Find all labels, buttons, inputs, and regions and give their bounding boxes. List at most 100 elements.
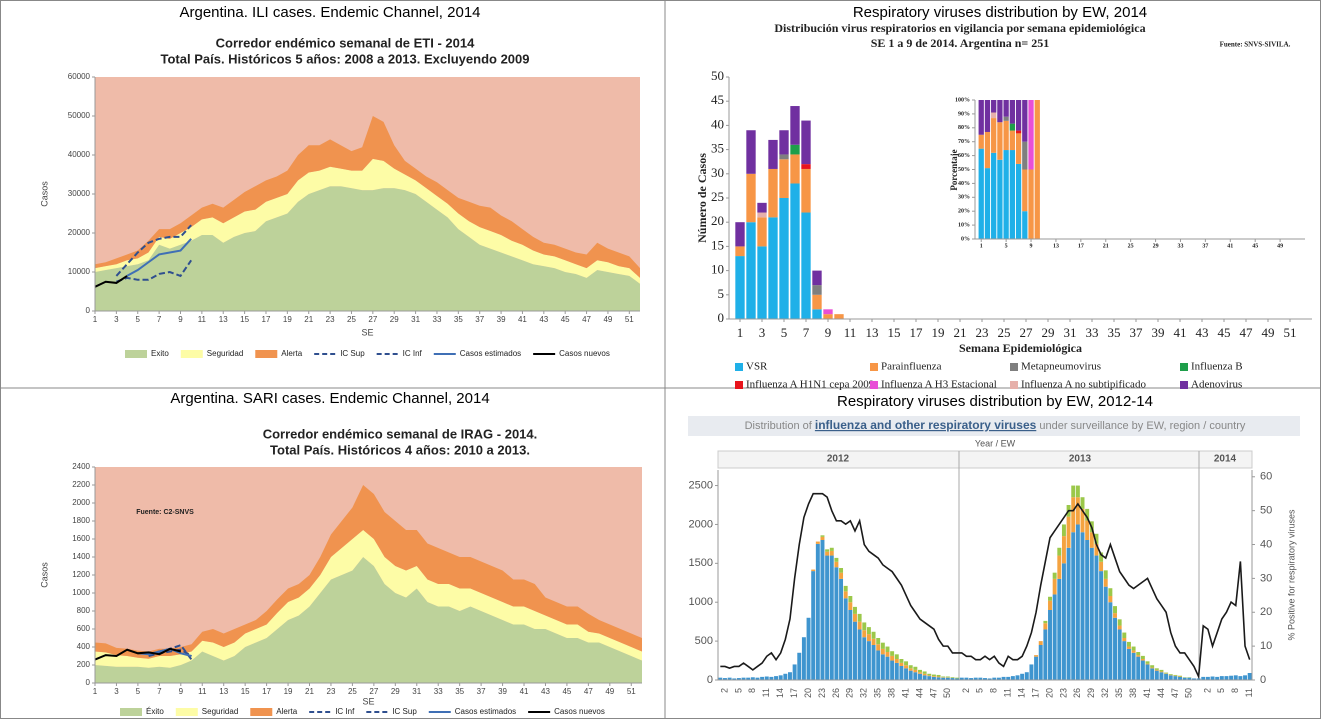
bar [885, 656, 890, 680]
bar [801, 212, 811, 319]
y-tick-label: 1800 [72, 516, 90, 525]
y-tick-label: 80% [958, 125, 970, 131]
bar [834, 561, 839, 568]
bar [757, 202, 767, 213]
bar [735, 256, 745, 319]
x-tick-label: 29 [1042, 325, 1055, 340]
bar [769, 676, 774, 680]
x-tick-label: 1 [980, 243, 983, 249]
bar [1117, 629, 1122, 680]
bar [1048, 600, 1052, 610]
bar [820, 540, 825, 680]
bar [1061, 563, 1066, 680]
x-tick-label: 41 [1174, 325, 1187, 340]
bar [811, 571, 816, 680]
y-tick-label: 25 [711, 189, 724, 204]
y-tick-label: 600 [77, 624, 91, 633]
x-tick-label: 27 [369, 687, 378, 696]
bar [922, 675, 927, 680]
bar [1020, 673, 1025, 680]
x-tick-label: 2 [1202, 688, 1212, 693]
bar [783, 673, 788, 680]
bar [1238, 676, 1243, 680]
x-tick-label: 5 [975, 688, 985, 693]
bar [1187, 677, 1192, 680]
x-tick-label: 47 [1170, 688, 1180, 698]
y2-tick-label: 20 [1260, 606, 1272, 618]
bar [1150, 667, 1155, 669]
bar [1201, 676, 1206, 680]
x-tick-label: 51 [1284, 325, 1297, 340]
x-tick-label: 17 [1030, 688, 1040, 698]
bar [764, 676, 769, 680]
bar [1113, 617, 1117, 680]
legend-swatch [870, 381, 878, 389]
bar [812, 285, 822, 295]
y-tick-label: 20% [958, 209, 970, 215]
bar [853, 621, 857, 680]
chart-title: Corredor endémico semanal de ETI - 2014 [216, 35, 475, 50]
y-tick-label: 50 [711, 68, 724, 83]
x-tick-label: 50 [1184, 688, 1194, 698]
y-tick-label: 20 [711, 213, 724, 228]
bar [839, 578, 844, 680]
bar [899, 666, 904, 680]
legend-swatch [1010, 363, 1018, 371]
y-axis-label: Casos [39, 562, 49, 588]
bar [1052, 572, 1057, 579]
bar [857, 613, 862, 622]
bar [1048, 610, 1052, 680]
y-tick-label: 45 [711, 92, 724, 107]
bar [760, 676, 765, 680]
bar [908, 668, 913, 671]
banner-part: influenza and other respiratory viruses [815, 418, 1037, 432]
y-tick-label: 10000 [68, 267, 91, 276]
bar [866, 627, 871, 635]
bar [1003, 100, 1009, 117]
x-tick-label: 35 [454, 315, 463, 324]
y-tick-label: 5 [718, 286, 725, 301]
bar [825, 551, 830, 556]
y-tick-label: 400 [77, 642, 91, 651]
bar [857, 629, 862, 680]
bar [843, 598, 848, 680]
bar [1094, 533, 1099, 544]
bar [904, 665, 909, 669]
bar [984, 100, 991, 132]
y2-tick-label: 0 [1260, 674, 1266, 686]
bar [834, 314, 844, 319]
bar [862, 630, 867, 638]
y-tick-label: 1000 [72, 588, 90, 597]
bar [1094, 555, 1099, 680]
bar [801, 637, 806, 680]
x-tick-label: 5 [1216, 688, 1226, 693]
bar [1131, 652, 1136, 680]
line [115, 224, 192, 277]
y-tick-label: 1600 [72, 534, 90, 543]
bar [1061, 536, 1066, 564]
bar [1122, 632, 1127, 638]
legend-label: Influenza A no subtipificado [1021, 379, 1146, 391]
x-tick-label: 31 [1064, 325, 1077, 340]
y-tick-label: 0 [718, 310, 725, 325]
bar [1071, 497, 1076, 533]
x-tick-label: 27 [1020, 325, 1034, 340]
year-label: 2014 [1214, 454, 1237, 465]
bar [790, 154, 800, 184]
x-tick-label: 51 [625, 315, 634, 324]
bar [1075, 497, 1080, 525]
bar [1034, 100, 1040, 239]
legend-swatch [120, 708, 142, 716]
x-tick-label: 25 [998, 325, 1011, 340]
y-tick-label: 90% [958, 111, 970, 117]
bar [1233, 675, 1238, 680]
y2-axis-label: % Positive for respiratory viruses [1286, 509, 1296, 641]
bar [969, 678, 974, 680]
bar [885, 646, 890, 652]
bar [1182, 677, 1187, 680]
y-tick-label: 0% [961, 236, 970, 242]
y-tick-label: 30 [711, 165, 724, 180]
bar [768, 168, 778, 218]
legend-label: Influenza B [1191, 361, 1243, 373]
